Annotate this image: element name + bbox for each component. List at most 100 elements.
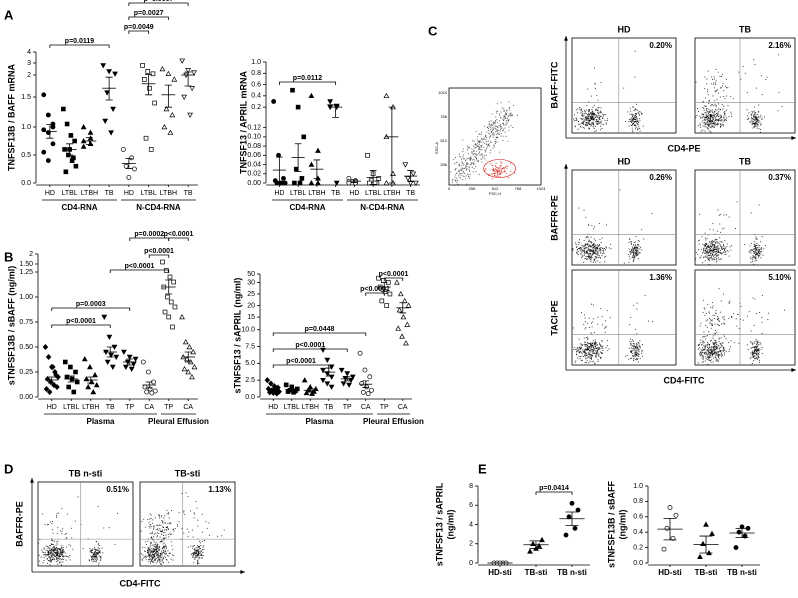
event-dot — [715, 82, 717, 84]
event-dot — [592, 125, 594, 127]
event-dot — [711, 120, 713, 122]
event-dot — [586, 116, 588, 118]
event-dot — [751, 124, 753, 126]
event-dot — [577, 357, 579, 359]
event-dot — [709, 354, 711, 356]
event-dot — [713, 339, 715, 341]
event-dot — [720, 126, 721, 128]
event-dot — [498, 167, 500, 169]
data-point — [62, 359, 68, 365]
event-dot — [595, 257, 597, 259]
event-dot — [731, 113, 732, 115]
event-dot — [588, 113, 589, 115]
event-dot — [755, 112, 757, 114]
event-dot — [713, 350, 715, 352]
event-dot — [579, 123, 581, 125]
event-dot — [710, 361, 712, 363]
event-dot — [467, 147, 469, 149]
event-dot — [712, 337, 714, 339]
event-dot — [628, 121, 630, 123]
event-dot — [753, 252, 755, 254]
event-dot — [461, 179, 463, 180]
data-point — [167, 129, 174, 135]
event-dot — [578, 248, 580, 249]
event-dot — [700, 248, 702, 250]
event-dot — [628, 248, 630, 250]
event-dot — [585, 358, 587, 360]
event-dot — [469, 164, 471, 166]
event-dot — [508, 177, 509, 179]
event-dot — [757, 111, 759, 113]
event-dot — [157, 561, 159, 563]
event-dot — [161, 533, 162, 535]
event-dot — [591, 303, 592, 305]
event-dot — [473, 160, 475, 162]
event-dot — [713, 122, 715, 124]
event-dot — [578, 348, 580, 350]
data-point — [365, 153, 370, 158]
event-dot — [632, 119, 633, 121]
event-dot — [154, 556, 156, 558]
event-dot — [49, 564, 51, 566]
event-dot — [586, 243, 588, 245]
event-dot — [709, 257, 711, 259]
event-dot — [196, 555, 198, 557]
event-dot — [478, 160, 479, 162]
event-dot — [713, 352, 715, 354]
event-dot — [713, 76, 715, 78]
event-dot — [161, 521, 163, 523]
event-dot — [756, 125, 758, 127]
event-dot — [508, 109, 510, 111]
event-dot — [711, 351, 713, 353]
event-dot — [710, 250, 712, 251]
event-dot — [208, 522, 210, 524]
data-point — [283, 382, 289, 388]
event-dot — [628, 119, 630, 120]
event-dot — [56, 543, 58, 545]
event-dot — [648, 320, 649, 322]
event-dot — [594, 125, 596, 127]
event-dot — [599, 129, 601, 131]
event-dot — [723, 227, 725, 229]
event-dot — [150, 560, 152, 561]
event-dot — [147, 552, 149, 554]
event-dot — [96, 549, 98, 551]
event-dot — [712, 314, 714, 316]
event-dot — [702, 352, 704, 354]
event-dot — [750, 119, 752, 121]
event-dot — [49, 550, 51, 551]
event-dot — [639, 118, 641, 120]
event-dot — [199, 546, 201, 548]
event-dot — [42, 562, 44, 564]
event-dot — [590, 236, 592, 238]
event-dot — [752, 353, 754, 355]
event-dot — [488, 121, 490, 123]
event-dot — [756, 244, 758, 246]
event-dot — [607, 118, 609, 120]
event-dot — [715, 353, 717, 355]
event-dot — [755, 338, 757, 340]
event-dot — [61, 554, 63, 556]
event-dot — [150, 554, 152, 556]
event-dot — [496, 137, 498, 139]
event-dot — [579, 358, 581, 360]
event-dot — [200, 553, 202, 555]
event-dot — [714, 242, 716, 243]
event-dot — [497, 175, 499, 177]
gate-x-label: FSC-H — [489, 191, 501, 196]
event-dot — [754, 358, 756, 360]
data-point — [191, 363, 198, 370]
data-point — [324, 381, 331, 387]
event-dot — [588, 348, 589, 350]
event-dot — [159, 545, 160, 547]
event-dot — [753, 121, 754, 123]
data-point — [368, 387, 374, 393]
event-dot — [163, 562, 164, 564]
data-point — [128, 366, 135, 373]
event-dot — [592, 121, 594, 123]
event-dot — [711, 239, 713, 241]
event-dot — [74, 520, 76, 522]
event-dot — [147, 548, 149, 550]
event-dot — [169, 532, 171, 534]
event-dot — [493, 122, 495, 124]
